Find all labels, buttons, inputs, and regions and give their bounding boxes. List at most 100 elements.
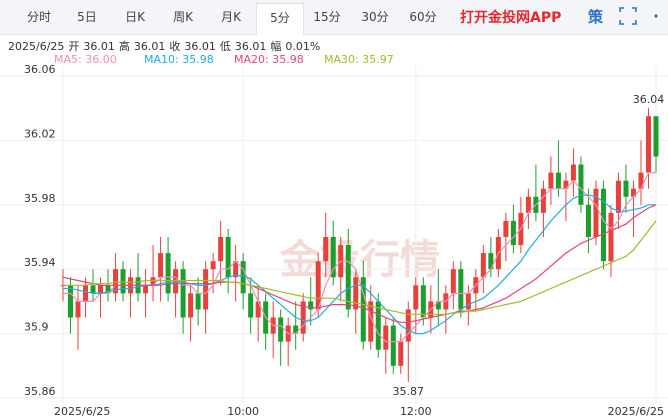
tab[interactable]: 15分 <box>313 10 341 24</box>
candle-body <box>353 277 359 310</box>
y-tick-label: 35.98 <box>24 192 56 205</box>
tab-bar: 分时 5日 日K 周K 月K 5分 15分 30分 60分 <box>0 0 668 35</box>
candle-body <box>465 293 471 310</box>
candle-body <box>488 253 494 270</box>
ma-line <box>63 220 657 315</box>
candle-body <box>330 237 336 278</box>
ma-line <box>63 172 656 343</box>
tab[interactable]: 60分 <box>409 10 437 24</box>
candle-body <box>293 325 299 334</box>
candle-body <box>548 172 554 189</box>
ma-line <box>62 204 657 323</box>
candle-body <box>450 269 456 294</box>
candle-body <box>225 237 231 278</box>
x-tick-label: 10:00 <box>227 405 259 418</box>
candle-body <box>630 188 636 197</box>
candle-body <box>300 301 306 334</box>
watermark: 金投行情 <box>279 237 440 283</box>
more-icon[interactable] <box>654 14 658 18</box>
candle-body <box>90 285 96 294</box>
candle-body <box>458 269 464 310</box>
high-label: 36.04 <box>633 93 665 106</box>
info-value: 36.01 <box>234 40 267 53</box>
tab[interactable]: 5日 <box>77 10 97 24</box>
y-tick-label: 35.86 <box>24 385 56 398</box>
candle-body <box>173 269 179 294</box>
candle-body <box>615 180 621 213</box>
candle-body <box>195 293 201 310</box>
candle-body <box>360 277 366 342</box>
candle-body <box>315 261 321 310</box>
info-label: 开 <box>68 40 80 53</box>
candle-body <box>255 301 261 318</box>
candle-body <box>308 301 314 310</box>
legend-entry: MA5: 36.00 <box>54 53 117 66</box>
candle-body <box>623 180 629 197</box>
tab[interactable]: 5分 <box>256 3 304 35</box>
candle-body <box>480 253 486 278</box>
candle-body <box>570 164 576 181</box>
strategy-button[interactable]: 策 <box>588 8 604 26</box>
info-label: 低 <box>219 40 231 53</box>
ma-line <box>63 194 656 335</box>
candle-body <box>323 237 329 262</box>
app-link[interactable]: 打开金投网APP <box>460 10 562 26</box>
candle-body <box>555 172 561 189</box>
tab[interactable]: 日K <box>125 10 145 24</box>
legend-entry: MA30: 35.97 <box>324 53 394 66</box>
candle-body <box>368 301 374 342</box>
candle-body <box>510 220 516 246</box>
tab[interactable]: 周K <box>173 10 193 24</box>
candle-body <box>383 325 389 350</box>
info-value: 36.01 <box>83 40 115 53</box>
info-value: 0.01% <box>285 40 321 53</box>
candle-body <box>503 220 509 237</box>
x-tick-label: 2025/6/25 <box>608 405 664 418</box>
candle-body <box>600 188 606 262</box>
candle-body <box>420 285 426 318</box>
candle-body <box>120 269 126 294</box>
x-tick-label: 2025/6/25 <box>54 405 110 418</box>
tab[interactable]: 30分 <box>361 10 389 24</box>
info-label: 收 <box>169 40 181 53</box>
y-tick-label: 35.94 <box>24 256 56 269</box>
candle-body <box>158 253 164 278</box>
low-label: 35.87 <box>393 385 425 398</box>
candle-body <box>188 293 194 318</box>
candle-body <box>180 269 186 318</box>
info-value: 36.01 <box>184 40 216 53</box>
candle-body <box>83 285 89 302</box>
candle-body <box>525 196 531 213</box>
y-tick-label: 35.9 <box>24 321 49 334</box>
candle-body <box>68 285 74 318</box>
info-label: 高 <box>118 40 130 53</box>
candle-body <box>218 237 224 262</box>
candle-body <box>165 253 171 294</box>
candle-body <box>405 309 411 342</box>
expand-icon[interactable] <box>619 7 637 25</box>
candle-body <box>150 277 156 286</box>
candle-body <box>210 261 216 270</box>
candle-body <box>608 212 614 262</box>
candle-body <box>435 301 441 310</box>
y-tick-label: 36.06 <box>24 63 56 76</box>
candle-body <box>240 261 246 294</box>
legend: MA5: 36.00 MA10: 35.98 MA20: 35.98 MA30: 35… <box>54 53 414 66</box>
legend-entry: MA10: 35.98 <box>144 53 214 66</box>
candle-body <box>563 180 569 189</box>
candle-body <box>593 188 599 237</box>
info-date: 2025/6/25 <box>8 40 65 53</box>
candle-body <box>653 116 659 157</box>
candle-body <box>540 188 546 213</box>
candle-body <box>638 172 644 189</box>
info-value: 36.01 <box>133 40 166 53</box>
x-tick-label: 12:00 <box>400 405 432 418</box>
candle-body <box>578 164 584 205</box>
tab[interactable]: 月K <box>221 10 241 24</box>
candle-body <box>413 285 419 310</box>
legend-entry: MA20: 35.98 <box>234 53 304 66</box>
tab[interactable]: 分时 <box>26 10 51 24</box>
candle-body <box>645 116 651 173</box>
